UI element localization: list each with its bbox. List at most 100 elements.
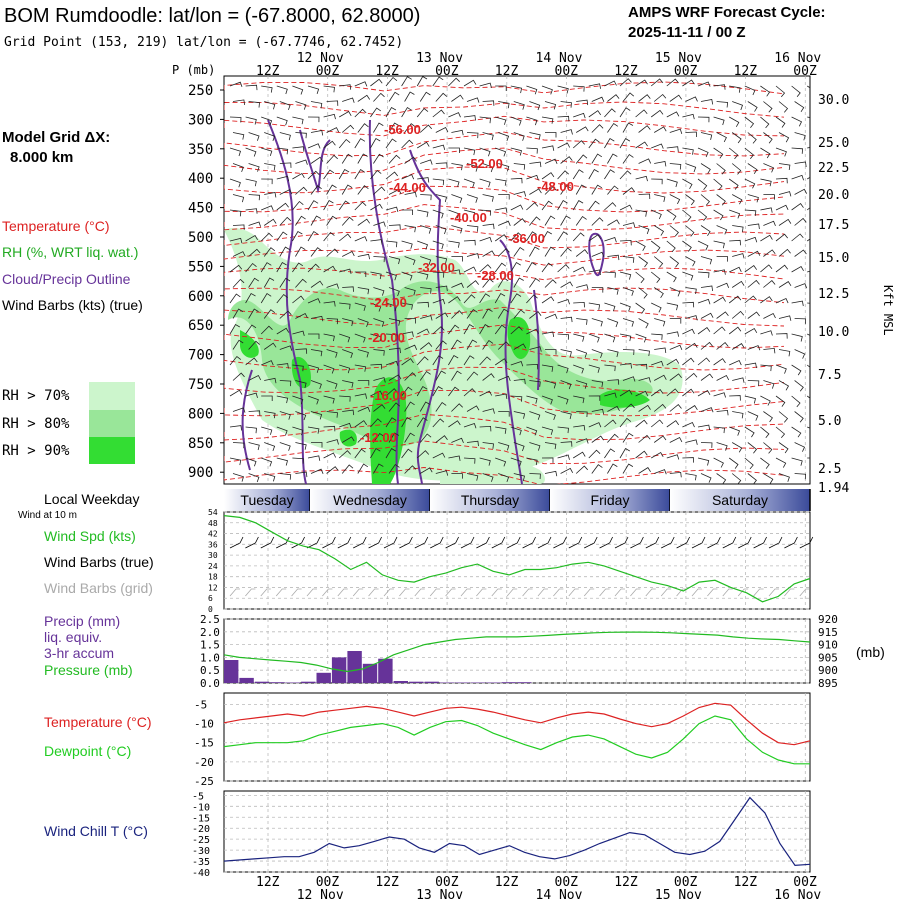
wind-barb	[763, 380, 775, 389]
height-tick-label: 22.5	[818, 161, 849, 176]
wind-barb	[666, 302, 679, 311]
wind-barb	[638, 318, 649, 329]
wind-barb	[775, 457, 787, 468]
wind-barb	[713, 457, 724, 468]
wind-barb	[669, 373, 682, 381]
wind-barb	[388, 318, 401, 326]
wind-barb	[775, 364, 787, 374]
wind-barb	[451, 225, 463, 234]
wind-barb	[307, 426, 320, 434]
wind-barb	[342, 380, 354, 388]
surface-wind-barb-grid	[707, 588, 718, 597]
wind-barb	[697, 357, 711, 366]
wind-barb	[713, 209, 724, 221]
wind-barb	[307, 455, 321, 461]
surface-wind-barb-grid	[506, 588, 518, 597]
wind-barb	[339, 84, 352, 90]
wind-barb	[232, 339, 244, 350]
surface-wind-barb	[445, 536, 459, 549]
wind-barb	[245, 208, 258, 214]
wind-barb	[775, 177, 788, 184]
wind-barb	[513, 218, 526, 226]
wind-barb	[791, 426, 802, 438]
wind-barb	[497, 277, 509, 288]
wind-barb	[575, 184, 587, 195]
surface-wind-barb-grid	[614, 588, 625, 597]
wind-barb	[666, 78, 679, 87]
wind-barb	[388, 188, 402, 195]
wind-barb	[370, 239, 383, 245]
wind-barb	[619, 239, 632, 246]
wind-barb	[310, 280, 324, 288]
precip-tick-label: 2.5	[200, 613, 220, 626]
wind-barb	[466, 194, 478, 203]
wind-barb	[529, 101, 541, 111]
wind-barb	[557, 115, 570, 122]
wind-barb	[731, 343, 745, 350]
time-tick-label: 00Z	[555, 64, 579, 79]
wind-barb	[791, 116, 803, 127]
surface-wind-barb-grid	[383, 588, 394, 597]
wind-barb	[700, 407, 714, 413]
wind-barb	[575, 249, 589, 257]
wind-barb	[619, 333, 632, 342]
wind-barb	[435, 92, 448, 102]
wind-barb	[732, 411, 744, 419]
wind-barb	[529, 311, 542, 319]
wind-barb	[482, 194, 494, 202]
temperature-tick-label: -5	[194, 698, 207, 711]
precip-bar	[316, 672, 331, 683]
temperature-legend: Temperature (°C)	[2, 218, 110, 234]
surface-wind-barb	[599, 536, 613, 549]
wind-barb	[513, 309, 525, 319]
wind-barb	[588, 333, 600, 343]
wind-barb	[417, 177, 430, 183]
wind-barb	[607, 405, 620, 412]
wind-barb	[310, 380, 322, 390]
wind-barb	[417, 209, 429, 218]
wind-barb	[729, 239, 741, 246]
wind-barb	[588, 395, 601, 401]
wind-barb	[510, 85, 523, 94]
wind-barb	[401, 174, 415, 180]
wind-barb	[529, 346, 542, 352]
wind-barb	[373, 287, 385, 296]
wind-barb	[432, 144, 446, 151]
wind-barb	[341, 153, 353, 164]
wind-barb	[791, 395, 801, 408]
precip-tick-label: 0.0	[200, 677, 220, 690]
weekday-cell	[670, 489, 810, 511]
wind-barb	[404, 225, 416, 233]
wind-barb	[729, 116, 740, 127]
wind-barb	[513, 246, 525, 257]
wind-barb	[575, 154, 588, 164]
wind-barb	[653, 435, 667, 443]
wind-barb	[526, 202, 539, 211]
wind-barb	[370, 302, 382, 312]
wind-barb	[357, 94, 371, 102]
surface-wind-barb	[707, 536, 721, 549]
height-tick-label: 2.5	[818, 462, 841, 477]
wind-barb	[479, 356, 491, 366]
wind-barb	[404, 123, 416, 133]
wind-barb	[697, 209, 708, 222]
wind-barb	[295, 246, 306, 257]
wind-barb	[373, 377, 386, 383]
pressure-tick-label: 900	[188, 465, 213, 481]
wind-barb	[575, 126, 589, 133]
wind-barb	[513, 163, 526, 170]
time-tick-label: 12Z	[734, 875, 758, 890]
wind-barb	[448, 296, 461, 304]
wind-barb	[541, 457, 554, 463]
wind-barb	[357, 153, 368, 164]
surface-wind-barb-grid	[491, 588, 502, 597]
wind-barb	[326, 283, 339, 289]
wind-barb	[513, 277, 524, 288]
wind-barb	[763, 194, 775, 200]
wind-barb	[791, 333, 803, 342]
precip-bar	[486, 682, 501, 683]
wind-barb	[575, 465, 588, 474]
wind-barb	[404, 318, 416, 324]
wind-barb	[747, 194, 759, 203]
wind-barb	[576, 318, 588, 325]
